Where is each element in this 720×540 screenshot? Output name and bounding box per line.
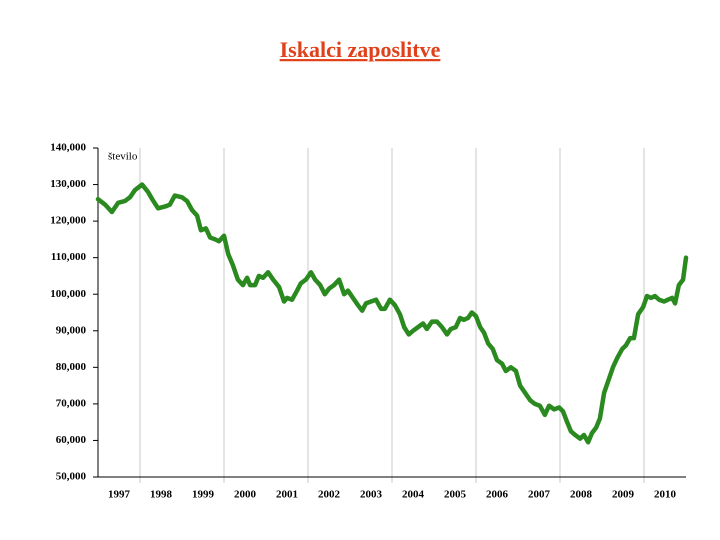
x-tick-label: 2005 [444,489,467,501]
x-tick-label: 1998 [150,489,173,501]
y-tick-label: 70,000 [56,397,87,409]
chart-title: Iskalci zaposlitve [280,37,441,62]
x-tick-label: 2006 [486,489,509,501]
data-line [95,182,689,445]
x-tick-label: 2000 [234,489,257,501]
x-tick-label: 2007 [528,489,551,501]
y-tick-label: 130,000 [50,178,86,190]
y-tick-label: 50,000 [56,471,87,483]
x-tick-label: 1999 [192,489,215,501]
y-tick-label: 140,000 [50,142,86,154]
x-tick-label: 2004 [402,489,425,501]
y-tick-label: 100,000 [50,288,86,300]
y-tick-label: 110,000 [51,251,87,263]
x-tick-label: 2003 [360,489,383,501]
x-tick-label: 2002 [318,489,341,501]
x-tick-label: 2001 [276,489,298,501]
y-tick-label: 120,000 [50,215,86,227]
y-tick-label: 80,000 [56,361,87,373]
x-tick-label: 2010 [654,489,677,501]
y-axis-label: število [108,151,138,163]
x-tick-label: 1997 [108,489,131,501]
x-tick-label: 2008 [570,489,593,501]
y-tick-label: 60,000 [56,434,87,446]
x-tick-label: 2009 [612,489,635,501]
y-tick-label: 90,000 [56,324,87,336]
